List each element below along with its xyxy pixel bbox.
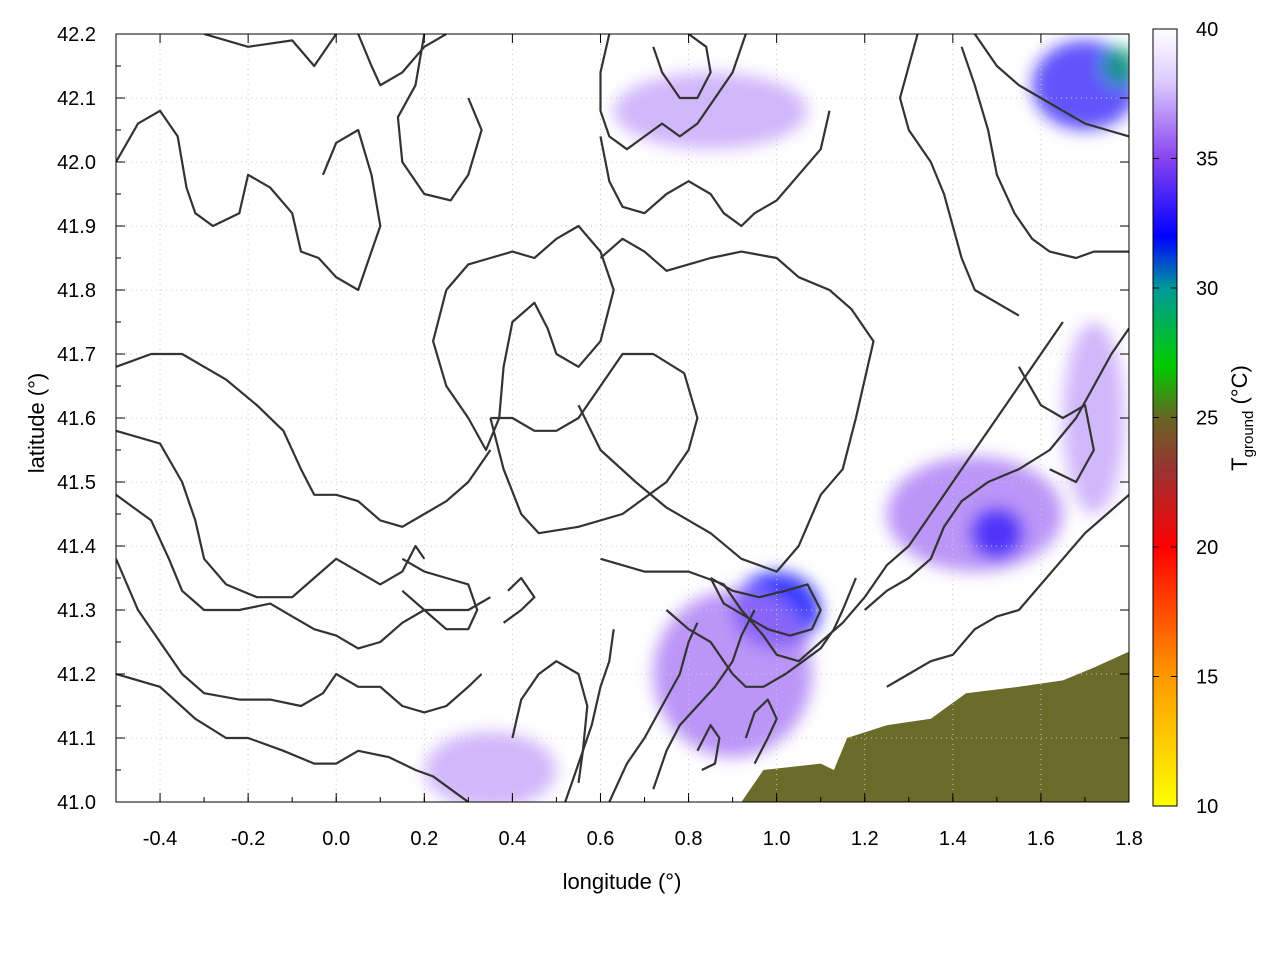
contour-line-22 — [898, 34, 1020, 317]
contour-line-7 — [116, 352, 492, 528]
contour-line-10 — [116, 558, 483, 714]
y-tick-label: 41.2 — [57, 664, 96, 686]
y-tick-label: 41.9 — [57, 216, 96, 238]
y-tick-label: 41.5 — [57, 472, 96, 494]
heat-patch-hot-spot-east — [970, 507, 1024, 559]
contour-line-23 — [973, 34, 1129, 138]
heat-patch-warm-north — [613, 72, 808, 150]
contour-line-20 — [886, 493, 1129, 688]
x-tick-label: 0.4 — [498, 828, 526, 850]
sea-layer — [741, 651, 1129, 802]
colorbar-tick-label: 35 — [1196, 149, 1218, 171]
contour-line-21 — [863, 327, 1129, 611]
colorbar-tick-label: 25 — [1196, 408, 1218, 430]
contour-line-31 — [744, 698, 778, 765]
colorbar-tick-label: 10 — [1196, 796, 1218, 818]
y-tick-label: 41.1 — [57, 728, 96, 750]
heat-patch-warm-east-edge — [1062, 322, 1125, 514]
contour-line-12 — [577, 237, 875, 573]
plot-area — [115, 33, 1130, 803]
contour-line-15 — [709, 577, 822, 637]
contour-line-28 — [1017, 366, 1095, 484]
heat-patch-very-hot-northeast — [1102, 46, 1129, 86]
colorbar-tick-label: 30 — [1196, 278, 1218, 300]
contour-line-4 — [396, 34, 483, 202]
contour-line-24 — [960, 46, 1129, 260]
colorbar-ticks: 10 15 20 25 30 35 40 — [1153, 19, 1218, 818]
contour-line-30 — [502, 576, 536, 624]
y-tick-label: 42.0 — [57, 152, 96, 174]
contour-line-8 — [116, 429, 426, 599]
x-tick-label: -0.2 — [231, 828, 265, 850]
y-tick-label: 41.3 — [57, 600, 96, 622]
contour-line-2 — [203, 34, 338, 68]
contour-line-14 — [665, 577, 857, 688]
contour-line-13 — [600, 321, 1064, 663]
contour-line-18 — [564, 629, 615, 802]
contour-line-11 — [116, 672, 469, 802]
y-tick-label: 41.7 — [57, 344, 96, 366]
x-tick-label: 0.8 — [675, 828, 703, 850]
colorbar-title-unit: (°C) — [1227, 365, 1252, 410]
x-tick-label: 1.6 — [1027, 828, 1055, 850]
y-axis: 41.0 41.1 41.2 41.3 41.4 41.5 41.6 41.7 41.8 41.9… — [57, 24, 1129, 814]
y-axis-title: latitude (°) — [24, 373, 49, 474]
y-tick-label: 41.6 — [57, 408, 96, 430]
contour-line-32 — [696, 724, 721, 771]
x-tick-label: 0.6 — [587, 828, 615, 850]
contour-line-16 — [652, 609, 756, 790]
x-tick-label: -0.4 — [143, 828, 177, 850]
colorbar-title: Tground (°C) — [1227, 365, 1257, 471]
colorbar-tick-label: 40 — [1196, 19, 1218, 41]
y-tick-label: 41.4 — [57, 536, 96, 558]
contour-layer — [116, 34, 1129, 802]
y-tick-label: 42.1 — [57, 88, 96, 110]
contour-line-26 — [652, 34, 712, 100]
x-tick-label: 1.4 — [939, 828, 967, 850]
contour-line-3 — [357, 34, 447, 87]
y-tick-label: 41.0 — [57, 792, 96, 814]
y-tick-label: 41.8 — [57, 280, 96, 302]
colorbar-title-sub: ground — [1240, 411, 1257, 458]
colorbar-tick-label: 20 — [1196, 537, 1218, 559]
y-tick-label: 42.2 — [57, 24, 96, 46]
x-tick-label: 1.2 — [851, 828, 879, 850]
x-tick-label: 0.2 — [410, 828, 438, 850]
contour-line-6 — [489, 352, 699, 535]
x-axis: -0.4 -0.2 0.0 0.2 0.4 0.6 0.8 1.0 1.2 1.4 1.6 1.8 — [115, 34, 1143, 850]
heat-patch-warm-southwest — [424, 731, 557, 802]
contour-line-19 — [511, 660, 589, 783]
contour-line-5 — [432, 224, 615, 452]
contour-line-9 — [116, 493, 491, 650]
colorbar: 10 15 20 25 30 35 40 Tground (°C) — [1152, 19, 1257, 818]
x-tick-label: 1.8 — [1115, 828, 1143, 850]
x-tick-label: 0.0 — [322, 828, 350, 850]
x-tick-label: 1.0 — [763, 828, 791, 850]
colorbar-title-main: T — [1227, 457, 1252, 470]
heat-patch-warm-inland-east — [886, 456, 1063, 572]
contour-line-25 — [599, 34, 747, 151]
plot-background — [116, 34, 1129, 802]
colorbar-tick-label: 15 — [1196, 667, 1218, 689]
x-axis-title: longitude (°) — [563, 869, 682, 894]
contour-line-27 — [599, 110, 831, 228]
contour-line-17 — [608, 622, 699, 802]
contour-line-29 — [401, 557, 479, 631]
sea-area — [741, 651, 1129, 802]
contour-line-1 — [116, 109, 382, 292]
